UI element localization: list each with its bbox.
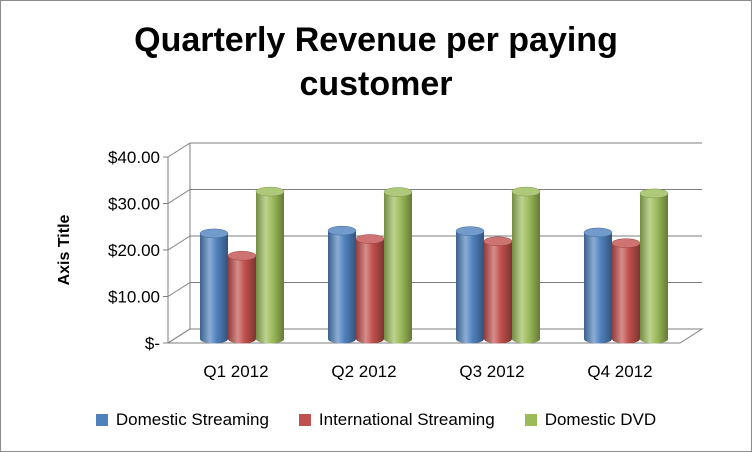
bar-body <box>200 233 228 344</box>
legend-item-international-streaming: International Streaming <box>298 408 495 432</box>
bar-international-streaming-1 <box>227 251 257 344</box>
bar-body <box>384 192 412 344</box>
y-axis-title: Axis Title <box>56 214 73 285</box>
bar-domestic-dvd-4 <box>639 188 669 344</box>
bar-top <box>455 226 485 236</box>
bar-domestic-streaming-4 <box>583 227 613 344</box>
bar-domestic-streaming-1 <box>199 228 229 344</box>
legend-item-domestic-streaming: Domestic Streaming <box>95 408 269 432</box>
legend-item-domestic-dvd: Domestic DVD <box>524 408 657 432</box>
chart-title: Quarterly Revenue per paying customer <box>0 18 752 106</box>
chart-title-line-2: customer <box>299 65 453 103</box>
bar-top <box>355 234 385 244</box>
bar-top <box>511 186 541 197</box>
x-tick-label-2: Q2 2012 <box>331 362 396 381</box>
bar-top <box>327 225 357 236</box>
x-tick-label-3: Q3 2012 <box>459 362 524 381</box>
bar-body <box>328 230 356 344</box>
bar-top <box>583 227 613 238</box>
bar-top <box>639 188 669 199</box>
bar-body <box>484 241 512 344</box>
bar-top <box>255 186 285 197</box>
legend-swatch <box>95 414 108 426</box>
bar-international-streaming-3 <box>483 236 513 344</box>
bar-domestic-dvd-2 <box>383 187 413 344</box>
bar-domestic-streaming-3 <box>455 226 485 344</box>
bar-top <box>199 228 229 239</box>
legend-swatch <box>524 414 537 426</box>
gridline-side-1 <box>167 282 191 297</box>
bar-body <box>256 191 284 344</box>
legend-swatch <box>298 414 311 426</box>
bar-top <box>611 238 641 248</box>
bar-body <box>640 193 668 344</box>
bar-body <box>584 232 612 344</box>
bar-domestic-dvd-3 <box>511 186 541 344</box>
bar-body <box>228 255 256 344</box>
bar-body <box>456 231 484 344</box>
legend-label: Domestic Streaming <box>115 410 269 429</box>
legend: Domestic Streaming International Streamin… <box>0 408 752 432</box>
y-tick-label-1: $10.00 <box>108 288 160 307</box>
chart-floor <box>166 328 704 344</box>
y-tick-label-3: $30.00 <box>108 195 160 214</box>
gridline-side-2 <box>167 235 191 251</box>
chart-title-line-1: Quarterly Revenue per paying <box>134 21 618 59</box>
gridline-side-4 <box>167 142 191 158</box>
bar-international-streaming-2 <box>355 234 385 344</box>
x-tick-label-1: Q1 2012 <box>203 362 268 381</box>
y-tick-label-0: $- <box>145 334 160 353</box>
bar-top <box>227 251 257 261</box>
bar-body <box>512 191 540 344</box>
bar-international-streaming-4 <box>611 238 641 344</box>
legend-label: International Streaming <box>318 410 495 429</box>
x-tick-label-4: Q4 2012 <box>587 362 652 381</box>
bars <box>199 186 669 344</box>
bar-top <box>483 236 513 247</box>
bar-body <box>612 243 640 344</box>
legend-label: Domestic DVD <box>544 410 657 429</box>
y-tick-label-2: $20.00 <box>108 241 160 260</box>
bar-body <box>356 239 384 344</box>
bar-domestic-streaming-2 <box>327 225 357 344</box>
y-tick-label-4: $40.00 <box>108 148 160 167</box>
bar-top <box>383 187 413 197</box>
gridline-side-3 <box>167 189 191 204</box>
bar-domestic-dvd-1 <box>255 186 285 344</box>
